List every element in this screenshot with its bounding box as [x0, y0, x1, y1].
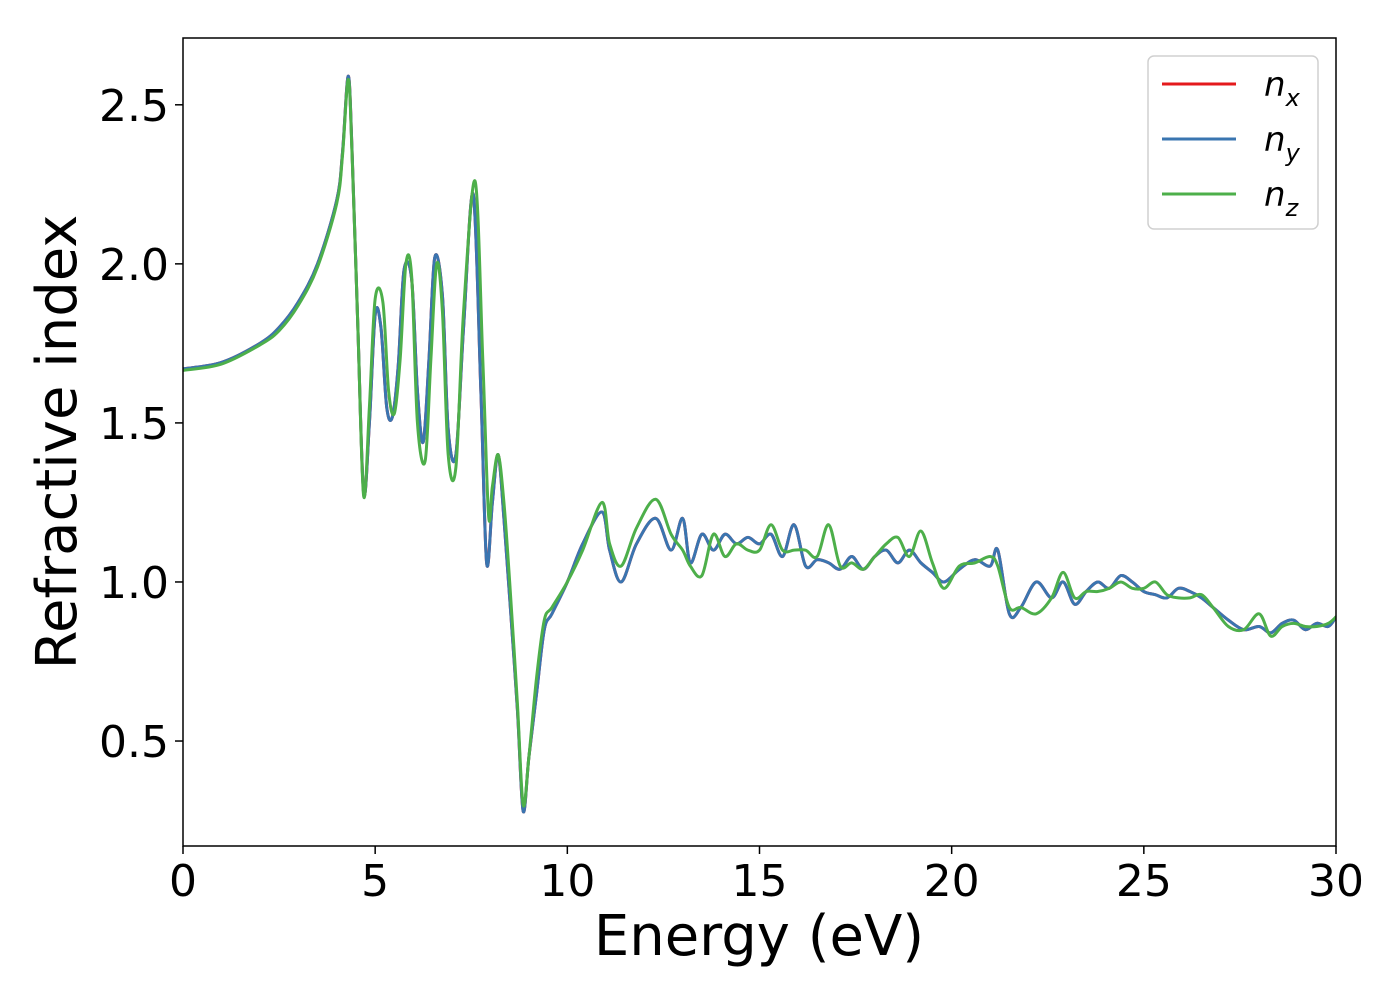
x-tick-label: 0	[169, 856, 197, 907]
legend-label-ny: ny	[1264, 120, 1301, 167]
x-tick-label: 20	[924, 856, 980, 907]
y-tick-label: 2.5	[99, 81, 169, 132]
x-tick-label: 5	[361, 856, 389, 907]
y-tick-label: 2.0	[99, 240, 169, 291]
x-tick-label: 30	[1308, 856, 1364, 907]
x-tick-label: 15	[732, 856, 788, 907]
y-tick-label: 0.5	[99, 717, 169, 768]
y-tick-label: 1.0	[99, 558, 169, 609]
series-line-nz	[183, 77, 1336, 808]
y-axis: 0.5 1.0 1.5 2.0 2.5	[99, 81, 183, 768]
x-axis-title: Energy (eV)	[594, 904, 924, 969]
series-layer	[183, 74, 1336, 814]
x-tick-label: 10	[539, 856, 595, 907]
legend-label-nz: nz	[1264, 175, 1300, 222]
legend: nx ny nz	[1147, 55, 1319, 230]
legend-label-nx: nx	[1264, 65, 1301, 112]
y-axis-title: Refractive index	[25, 215, 90, 670]
y-tick-label: 1.5	[99, 399, 169, 450]
x-axis: 0 5 10 15 20 25 30	[169, 846, 1364, 907]
x-tick-label: 25	[1116, 856, 1172, 907]
legend-box	[1147, 55, 1319, 230]
